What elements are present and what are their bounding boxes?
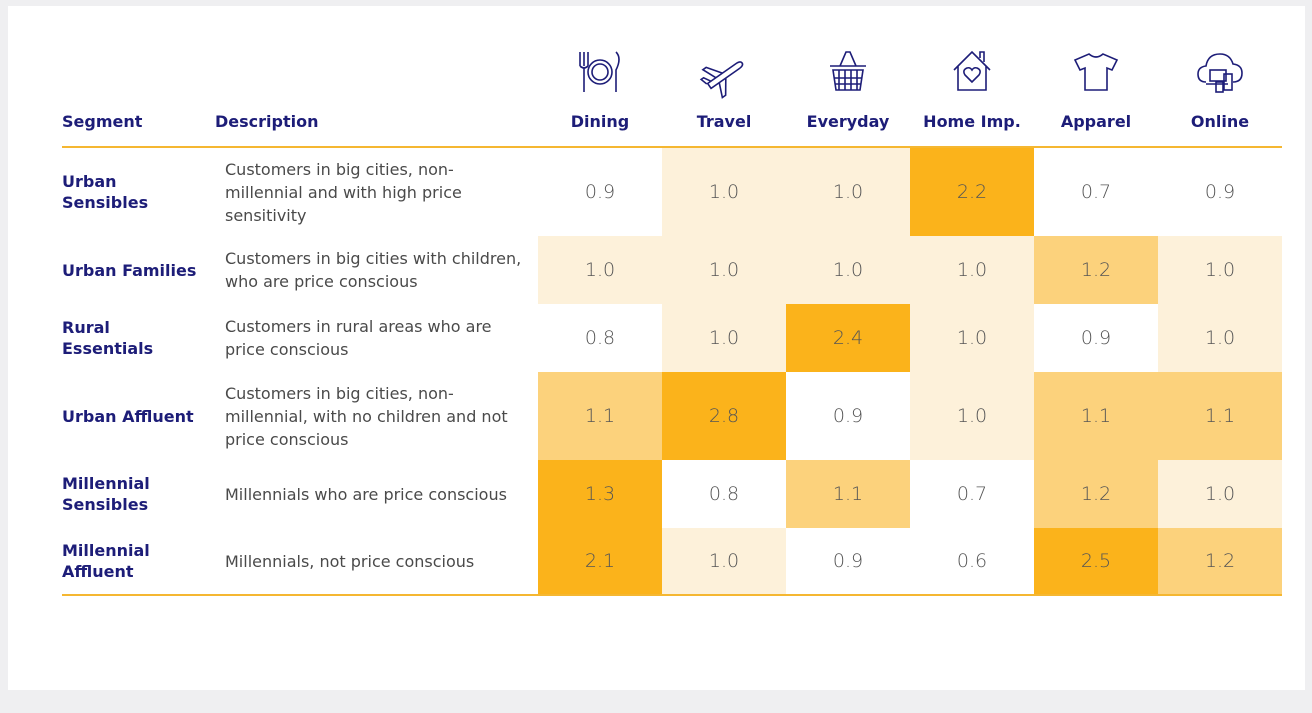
index-cell: 1.0 <box>1158 460 1282 528</box>
index-cell: 1.0 <box>910 236 1034 304</box>
column-icons <box>579 50 1243 99</box>
segment-name: Rural Essentials <box>62 318 154 358</box>
index-cell: 1.2 <box>1158 528 1282 596</box>
index-cell: 1.0 <box>910 372 1034 460</box>
index-cell: 1.0 <box>662 236 786 304</box>
index-cell: 0.9 <box>786 528 910 596</box>
index-cell: 1.1 <box>786 460 910 528</box>
index-cell: 1.2 <box>1034 236 1158 304</box>
index-cell: 1.0 <box>538 236 662 304</box>
index-cell: 0.6 <box>910 528 1034 596</box>
index-cell: 0.8 <box>662 460 786 528</box>
index-cell: 1.0 <box>786 236 910 304</box>
index-cell: 0.9 <box>1158 148 1282 236</box>
segment-name: Urban Affluent <box>62 406 194 426</box>
travel-icon <box>699 61 744 99</box>
segment-name: Millennial Sensibles <box>62 474 150 514</box>
home-icon <box>953 50 991 91</box>
index-cell: 2.8 <box>662 372 786 460</box>
index-cell: 1.0 <box>662 528 786 596</box>
index-cell: 1.1 <box>538 372 662 460</box>
segment-description: Customers in big cities with children, w… <box>225 249 522 291</box>
online-icon <box>1197 53 1243 93</box>
segment-name: Urban Sensibles <box>62 172 149 212</box>
index-cell: 1.2 <box>1034 460 1158 528</box>
segment-description: Customers in rural areas who are price c… <box>225 317 492 359</box>
everyday-icon <box>830 51 866 91</box>
segment-description: Customers in big cities, non-millennial,… <box>225 383 508 449</box>
apparel-icon <box>1073 53 1119 91</box>
column-header: Segment <box>62 96 215 148</box>
column-header: Online <box>1158 96 1282 148</box>
segment-name: Urban Families <box>62 260 197 280</box>
index-cell: 1.0 <box>786 148 910 236</box>
index-cell: 2.2 <box>910 148 1034 236</box>
index-cell: 0.8 <box>538 304 662 372</box>
segment-description: Millennials who are price conscious <box>225 484 507 504</box>
index-cell: 1.0 <box>1158 236 1282 304</box>
index-cell: 1.0 <box>662 148 786 236</box>
column-header: Apparel <box>1034 96 1158 148</box>
index-cell: 0.7 <box>910 460 1034 528</box>
index-cell: 1.1 <box>1034 372 1158 460</box>
segment-description: Millennials, not price conscious <box>215 528 538 596</box>
index-cell: 2.1 <box>538 528 662 596</box>
segment-description: Customers in big cities, non-millennial … <box>225 159 462 225</box>
segment-table: Segment Description Dining Travel Everyday Ho… <box>62 96 1282 596</box>
index-cell: 0.9 <box>538 148 662 236</box>
index-cell: 1.1 <box>1158 372 1282 460</box>
column-header: Description <box>215 96 538 148</box>
index-cell: 2.4 <box>786 304 910 372</box>
column-header: Everyday <box>786 96 910 148</box>
segment-name: Millennial Affluent <box>62 528 215 596</box>
column-header: Travel <box>662 96 786 148</box>
index-cell: 1.0 <box>910 304 1034 372</box>
column-header: Home Imp. <box>910 96 1034 148</box>
dining-icon <box>579 51 620 92</box>
index-cell: 2.5 <box>1034 528 1158 596</box>
index-cell: 0.9 <box>786 372 910 460</box>
index-cell: 1.0 <box>662 304 786 372</box>
index-cell: 0.9 <box>1034 304 1158 372</box>
column-header: Dining <box>538 96 662 148</box>
index-cell: 0.7 <box>1034 148 1158 236</box>
index-cell: 1.0 <box>1158 304 1282 372</box>
index-cell: 1.3 <box>538 460 662 528</box>
